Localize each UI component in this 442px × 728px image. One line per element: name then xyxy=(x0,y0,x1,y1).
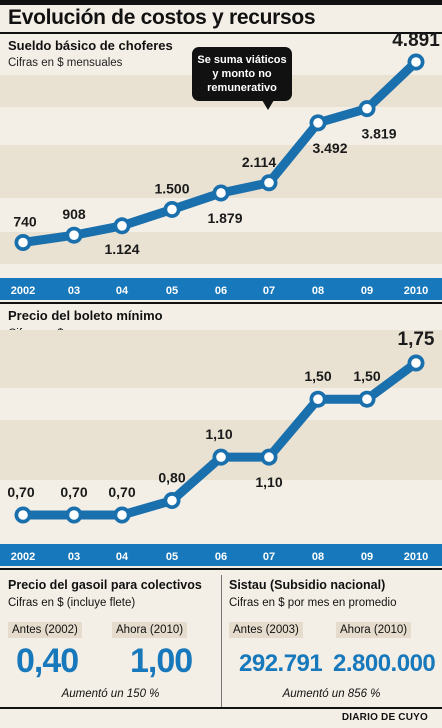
gasoil-after-label: Ahora (2010) xyxy=(112,622,188,638)
data-label: 3.492 xyxy=(312,140,347,156)
data-label: 2.114 xyxy=(242,154,276,170)
data-point-center xyxy=(216,188,226,198)
data-label: 4.891 xyxy=(392,30,440,51)
data-label: 740 xyxy=(13,214,37,230)
salary-chart-title: Sueldo básico de choferes xyxy=(8,38,173,53)
bottom-divider xyxy=(221,575,222,707)
title-rule xyxy=(0,32,442,34)
data-point-center xyxy=(167,204,177,215)
x-tick-label: 08 xyxy=(312,285,324,297)
data-label: 1,10 xyxy=(255,474,282,490)
data-point-center xyxy=(167,495,177,506)
salary-chart-subtitle: Cifras en $ mensuales xyxy=(8,57,123,69)
data-point-center xyxy=(264,452,274,462)
sistau-before-label: Antes (2003) xyxy=(229,622,303,638)
data-point-center xyxy=(362,103,372,114)
x-axis-bar xyxy=(0,544,442,566)
gasoil-before-value: 0,40 xyxy=(16,642,79,680)
gasoil-subtitle: Cifras en $ (incluye flete) xyxy=(8,597,136,609)
gasoil-after-value: 1,00 xyxy=(130,642,193,680)
x-tick-label: 03 xyxy=(68,285,80,297)
data-label: 908 xyxy=(62,206,86,222)
data-point-center xyxy=(362,394,372,404)
section-rule-1 xyxy=(0,302,442,304)
data-point-center xyxy=(69,510,79,520)
data-point-center xyxy=(18,510,28,520)
data-point-center xyxy=(216,452,226,462)
x-tick-label: 07 xyxy=(263,551,275,563)
sistau-before-value: 292.791 xyxy=(239,650,323,677)
salary-annotation-tail xyxy=(262,100,274,110)
data-label: 1,50 xyxy=(304,368,331,384)
x-tick-label: 2002 xyxy=(11,551,35,563)
data-point-center xyxy=(117,221,127,231)
salary-line-chart: 2002 03 04 05 06 07 08 09 2010 740 908 1.124 1.500 1.… xyxy=(0,30,442,300)
chart-band-0 xyxy=(0,330,442,388)
data-label: 1,50 xyxy=(353,368,380,384)
gasoil-title: Precio del gasoil para colectivos xyxy=(8,578,202,592)
ticket-line-chart: 2002 03 04 05 06 07 08 09 2010 0,70 0,70 0,70 0,80 1,… xyxy=(0,329,442,566)
x-tick-label: 03 xyxy=(68,551,80,563)
data-label: 1.500 xyxy=(154,180,189,196)
data-label: 0,70 xyxy=(108,484,135,500)
page-title: Evolución de costos y recursos xyxy=(8,6,316,29)
data-point-center xyxy=(264,177,274,188)
x-tick-label: 2010 xyxy=(404,285,428,297)
data-label: 0,70 xyxy=(60,484,87,500)
x-tick-label: 09 xyxy=(361,551,373,563)
data-label: 0,80 xyxy=(158,470,185,486)
gasoil-note: Aumentó un 150 % xyxy=(61,688,160,700)
sistau-after-label: Ahora (2010) xyxy=(336,622,412,638)
top-bar xyxy=(0,0,442,5)
x-tick-label: 04 xyxy=(116,285,129,297)
data-point-center xyxy=(117,510,127,520)
x-axis-bar xyxy=(0,278,442,300)
data-point-center xyxy=(411,57,421,67)
sistau-title: Sistau (Subsidio nacional) xyxy=(229,578,386,592)
x-tick-label: 05 xyxy=(166,285,178,297)
data-point-center xyxy=(313,394,323,404)
x-tick-label: 08 xyxy=(312,551,324,563)
sistau-note: Aumentó un 856 % xyxy=(282,688,381,700)
gasoil-before-label: Antes (2002) xyxy=(8,622,82,638)
x-tick-label: 05 xyxy=(166,551,178,563)
x-tick-label: 04 xyxy=(116,551,129,563)
x-tick-label: 06 xyxy=(215,551,227,563)
x-tick-label: 09 xyxy=(361,285,373,297)
data-label: 1,10 xyxy=(205,426,232,442)
x-tick-label: 07 xyxy=(263,285,275,297)
sistau-after-value: 2.800.000 xyxy=(333,650,436,677)
section-rule-2 xyxy=(0,568,442,570)
source-credit: DIARIO DE CUYO xyxy=(341,712,428,723)
data-label: 1.124 xyxy=(104,241,139,257)
sistau-subtitle: Cifras en $ por mes en promedio xyxy=(229,597,397,609)
footer-rule xyxy=(0,707,442,709)
data-point-center xyxy=(69,230,79,240)
salary-annotation: Se suma viáticos y monto no remunerativo xyxy=(192,47,292,101)
gasoil-block: Precio del gasoil para colectivos Cifras… xyxy=(0,570,221,710)
data-label: 1.879 xyxy=(207,210,242,226)
ticket-chart-title: Precio del boleto mínimo xyxy=(8,308,163,323)
data-point-center xyxy=(313,118,323,128)
x-tick-label: 2010 xyxy=(404,551,428,563)
data-label: 0,70 xyxy=(7,484,34,500)
x-tick-label: 2002 xyxy=(11,285,35,297)
data-label: 1,75 xyxy=(398,329,435,350)
x-tick-label: 06 xyxy=(215,285,227,297)
data-point-center xyxy=(411,358,421,368)
data-label: 3.819 xyxy=(361,126,396,142)
sistau-block: Sistau (Subsidio nacional) Cifras en $ p… xyxy=(221,570,442,710)
data-point-center xyxy=(18,237,28,248)
